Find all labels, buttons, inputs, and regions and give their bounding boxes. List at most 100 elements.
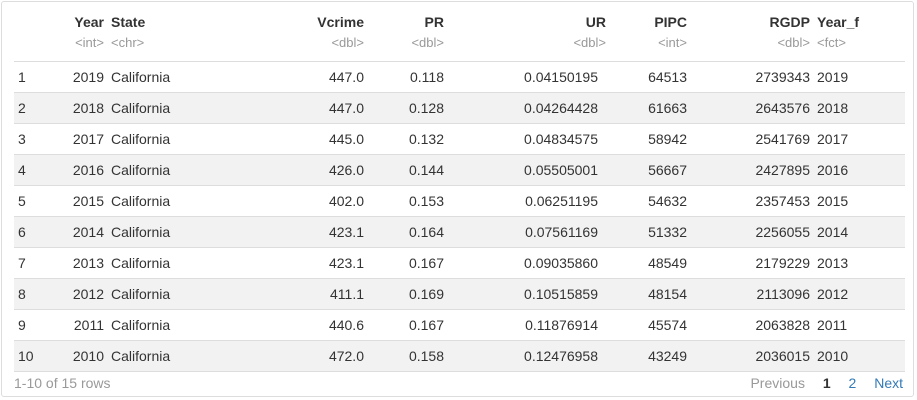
- cell-pr: 0.118: [410, 68, 444, 85]
- cell-pr: 0.158: [364, 339, 444, 372]
- cell-year: 2017: [62, 122, 104, 154]
- table-row: 1 2019 California 447.0 0.118 0.04150195 64513…: [14, 61, 905, 92]
- cell-pr: 0.153: [364, 184, 444, 216]
- cell-rgdp: 2256055: [687, 215, 810, 247]
- cell-index: 1: [18, 68, 26, 85]
- cell-pr: 0.164: [364, 215, 444, 247]
- cell-pipc: 48154: [606, 277, 687, 309]
- col-type: <fct>: [817, 35, 846, 50]
- cell-state: California: [104, 122, 204, 154]
- cell-state: California: [104, 308, 204, 340]
- cell-index: 7: [14, 246, 62, 278]
- cell-pipc: 43249: [606, 339, 687, 372]
- previous-page-button[interactable]: Previous: [750, 375, 805, 391]
- cell-index: 4: [14, 153, 62, 185]
- table-row: 9 2011 California 440.6 0.167 0.11876914 45574…: [14, 308, 905, 340]
- table-row: 10 2010 California 472.0 0.158 0.12476958 4324…: [14, 339, 905, 372]
- cell-rgdp: 2643576: [687, 91, 810, 123]
- cell-year: 2014: [62, 215, 104, 247]
- cell-rgdp: 2179229: [687, 246, 810, 278]
- cell-vcrime: 411.1: [204, 277, 364, 309]
- col-type: <dbl>: [411, 35, 444, 50]
- col-type: <chr>: [111, 35, 145, 50]
- cell-vcrime: 423.1: [204, 246, 364, 278]
- cell-pipc: 45574: [606, 308, 687, 340]
- cell-ur: 0.09035860: [444, 246, 606, 278]
- cell-ur: 0.06251195: [444, 184, 606, 216]
- col-header-vcrime: Vcrime <dbl>: [204, 6, 364, 62]
- cell-state: California: [104, 277, 204, 309]
- cell-pr: 0.167: [364, 246, 444, 278]
- cell-year-f: 2013: [810, 246, 905, 278]
- cell-vcrime: 447.0: [328, 68, 364, 85]
- cell-year-f: 2014: [810, 215, 905, 247]
- col-header-rgdp: RGDP <dbl>: [687, 6, 810, 62]
- table-row: 5 2015 California 402.0 0.153 0.06251195 54632…: [14, 184, 905, 216]
- table-row: 7 2013 California 423.1 0.167 0.09035860 48549…: [14, 246, 905, 278]
- row-count-summary: 1-10 of 15 rows: [14, 375, 111, 391]
- cell-vcrime: 423.1: [204, 215, 364, 247]
- cell-vcrime: 445.0: [204, 122, 364, 154]
- cell-ur: 0.07561169: [444, 215, 606, 247]
- cell-year: 2013: [62, 246, 104, 278]
- cell-rgdp: 2739343: [755, 68, 810, 85]
- cell-ur: 0.10515859: [444, 277, 606, 309]
- col-header-index: [14, 6, 62, 62]
- cell-index: 2: [14, 91, 62, 123]
- cell-ur: 0.04150195: [524, 68, 598, 85]
- cell-vcrime: 472.0: [204, 339, 364, 372]
- cell-vcrime: 426.0: [204, 153, 364, 185]
- table-row: 3 2017 California 445.0 0.132 0.04834575 58942…: [14, 122, 905, 154]
- col-type: <dbl>: [573, 35, 606, 50]
- cell-rgdp: 2541769: [687, 122, 810, 154]
- cell-year: 2012: [62, 277, 104, 309]
- next-page-button[interactable]: Next: [874, 375, 903, 391]
- col-name: RGDP: [769, 14, 810, 30]
- cell-year-f: 2018: [810, 91, 905, 123]
- cell-rgdp: 2113096: [687, 277, 810, 309]
- data-table: Year <int> State <chr> Vcrime <dbl> PR <…: [14, 6, 905, 372]
- cell-pr: 0.132: [364, 122, 444, 154]
- cell-rgdp: 2036015: [687, 339, 810, 372]
- page-2-button[interactable]: 2: [848, 375, 857, 391]
- cell-index: 3: [14, 122, 62, 154]
- page-1-button[interactable]: 1: [822, 375, 831, 391]
- cell-state: California: [104, 184, 204, 216]
- col-name: Vcrime: [317, 14, 364, 30]
- cell-state: California: [104, 215, 204, 247]
- cell-pipc: 51332: [606, 215, 687, 247]
- cell-pipc: 48549: [606, 246, 687, 278]
- cell-rgdp: 2357453: [687, 184, 810, 216]
- col-header-state: State <chr>: [104, 6, 204, 62]
- col-header-pr: PR <dbl>: [364, 6, 444, 62]
- cell-index: 8: [14, 277, 62, 309]
- pagination: Previous 1 2 Next: [736, 374, 903, 392]
- cell-year-f: 2017: [810, 122, 905, 154]
- cell-index: 9: [14, 308, 62, 340]
- cell-pipc: 56667: [606, 153, 687, 185]
- cell-vcrime: 402.0: [204, 184, 364, 216]
- cell-pr: 0.167: [364, 308, 444, 340]
- cell-pr: 0.128: [364, 91, 444, 123]
- cell-ur: 0.04834575: [444, 122, 606, 154]
- cell-vcrime: 440.6: [204, 308, 364, 340]
- cell-year-f: 2015: [810, 184, 905, 216]
- cell-pipc: 61663: [606, 91, 687, 123]
- cell-rgdp: 2427895: [687, 153, 810, 185]
- cell-pr: 0.144: [364, 153, 444, 185]
- col-header-year-f: Year_f <fct>: [810, 6, 905, 62]
- col-name: Year: [74, 14, 104, 30]
- cell-year: 2010: [62, 339, 104, 372]
- cell-state: California: [104, 339, 204, 372]
- col-type: <dbl>: [777, 35, 810, 50]
- col-header-pipc: PIPC <int>: [606, 6, 687, 62]
- cell-year: 2016: [62, 153, 104, 185]
- cell-pipc: 54632: [606, 184, 687, 216]
- col-type: <dbl>: [331, 35, 364, 50]
- cell-year: 2015: [62, 184, 104, 216]
- col-name: PIPC: [654, 14, 687, 30]
- col-name: State: [111, 14, 146, 30]
- cell-year-f: 2016: [810, 153, 905, 185]
- cell-pipc: 58942: [606, 122, 687, 154]
